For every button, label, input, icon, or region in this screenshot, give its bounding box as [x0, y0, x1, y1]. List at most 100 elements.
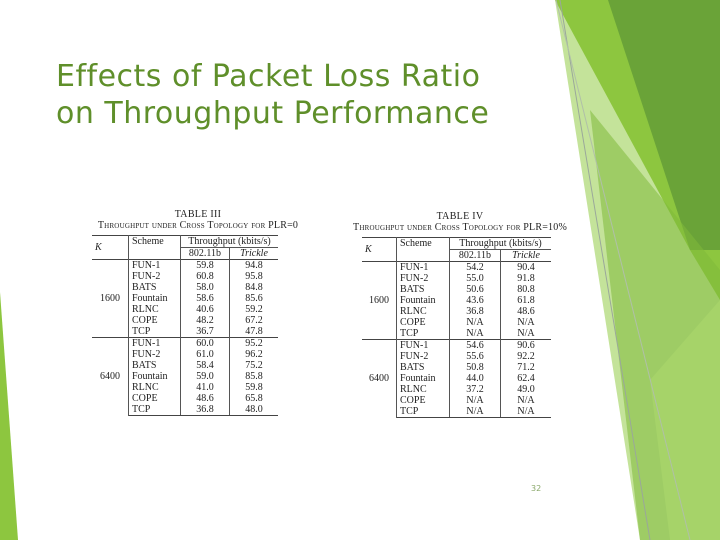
throughput-80211b-cell: 36.8 [180, 404, 230, 416]
throughput-80211b-cell: 58.4 [180, 360, 230, 371]
scheme-cell: FUN-1 [128, 337, 181, 349]
throughput-80211b-cell: 55.0 [449, 273, 501, 284]
throughput-80211b-cell: 59.8 [180, 259, 230, 271]
throughput-80211b-cell: 60.8 [180, 271, 230, 282]
throughput-80211b-cell: 50.6 [449, 284, 501, 295]
table-3-label: TABLE III [174, 209, 222, 220]
throughput-trickle-cell: 75.2 [245, 360, 263, 371]
table-3-header-throughput: Throughput (kbits/s) [180, 235, 278, 248]
throughput-80211b-cell: 60.0 [180, 337, 230, 349]
table-row: BATS 58.4 75.2 [92, 360, 278, 371]
throughput-trickle-cell: 61.8 [517, 295, 535, 306]
table-4-header-k: K [362, 237, 397, 262]
k-value-cell: 1600 [92, 259, 129, 338]
throughput-trickle-cell: 92.2 [517, 351, 535, 362]
scheme-cell: TCP [128, 326, 181, 338]
table-4-label: TABLE IV [436, 211, 484, 222]
table-4-subheader-trickle: Trickle [500, 249, 551, 262]
table-3-header-scheme: Scheme [128, 235, 181, 260]
throughput-trickle-cell: 65.8 [245, 393, 263, 404]
throughput-trickle-cell: 48.6 [517, 306, 535, 317]
table-3-subheader-trickle: Trickle [229, 247, 278, 260]
throughput-80211b-cell: 48.2 [180, 315, 230, 326]
table-row: COPE 48.2 67.2 [92, 315, 278, 326]
throughput-trickle-cell: 85.6 [245, 293, 263, 304]
slide-title-line-2: on Throughput Performance [56, 96, 490, 131]
k-value-cell: 6400 [92, 337, 129, 416]
throughput-80211b-cell: N/A [449, 406, 501, 418]
throughput-80211b-cell: 55.6 [449, 351, 501, 362]
throughput-trickle-cell: 47.8 [245, 326, 263, 337]
throughput-trickle-cell: 95.2 [229, 337, 278, 349]
table-row: 1600 FUN-1 59.8 94.8 [92, 259, 278, 338]
throughput-80211b-cell: 44.0 [449, 373, 501, 384]
table-row: Fountain 44.0 62.4 [362, 373, 551, 384]
throughput-trickle-cell: N/A [517, 317, 535, 328]
scheme-cell: FUN-1 [396, 339, 450, 351]
throughput-trickle-cell: 59.8 [245, 382, 263, 393]
table-4-caption: Throughput under Cross Topology for PLR=… [353, 222, 567, 233]
left-accent-shape [0, 292, 18, 540]
throughput-80211b-cell: 36.7 [180, 326, 230, 338]
throughput-trickle-cell: 80.8 [517, 284, 535, 295]
throughput-trickle-cell: 62.4 [517, 373, 535, 384]
table-3-header-k: K [92, 235, 129, 260]
throughput-trickle-cell: 85.8 [245, 371, 263, 382]
throughput-trickle-cell: 96.2 [245, 349, 263, 360]
table-4-subheader-80211b: 802.11b [449, 249, 501, 262]
slide-title: Effects of Packet Loss Ratio on Throughp… [56, 58, 536, 132]
throughput-trickle-cell: 48.0 [229, 404, 278, 416]
scheme-cell: Fountain [128, 371, 181, 382]
throughput-80211b-cell: N/A [449, 395, 501, 406]
page-number: 32 [531, 484, 542, 493]
scheme-cell: FUN-2 [128, 271, 181, 282]
table-row: Fountain 43.6 61.8 [362, 295, 551, 306]
table-3-subheader-80211b: 802.11b [180, 247, 230, 260]
scheme-cell: FUN-1 [396, 261, 450, 273]
scheme-cell: Fountain [396, 373, 450, 384]
table-row: FUN-2 61.0 96.2 [92, 349, 278, 360]
scheme-cell: FUN-2 [128, 349, 181, 360]
throughput-trickle-cell: 90.6 [500, 339, 551, 351]
table-row: RLNC 37.2 49.0 [362, 384, 551, 395]
scheme-cell: FUN-1 [128, 259, 181, 271]
table-row: TCP 36.8 48.0 [92, 404, 278, 416]
throughput-trickle-cell: 59.2 [245, 304, 263, 315]
right-bottom-band [650, 300, 720, 540]
k-value-cell: 6400 [362, 339, 397, 418]
scheme-cell: BATS [128, 282, 181, 293]
scheme-cell: Fountain [396, 295, 450, 306]
table-row: FUN-2 55.0 91.8 [362, 273, 551, 284]
throughput-80211b-cell: 54.6 [449, 339, 501, 351]
scheme-cell: Fountain [128, 293, 181, 304]
table-row: BATS 50.6 80.8 [362, 284, 551, 295]
table-row: TCP N/A N/A [362, 328, 551, 340]
throughput-80211b-cell: N/A [449, 317, 501, 328]
scheme-cell: BATS [396, 284, 450, 295]
table-row: Fountain 58.6 85.6 [92, 293, 278, 304]
throughput-trickle-cell: 91.8 [517, 273, 535, 284]
table-row: COPE N/A N/A [362, 317, 551, 328]
throughput-80211b-cell: 36.8 [449, 306, 501, 317]
scheme-cell: COPE [128, 315, 181, 326]
scheme-cell: BATS [396, 362, 450, 373]
right-dark-band [608, 0, 720, 250]
table-row: FUN-2 55.6 92.2 [362, 351, 551, 362]
table-row: TCP N/A N/A [362, 406, 551, 418]
table-row: RLNC 41.0 59.8 [92, 382, 278, 393]
table-row: 6400 FUN-1 54.6 90.6 [362, 339, 551, 418]
throughput-trickle-cell: 90.4 [500, 261, 551, 273]
scheme-cell: RLNC [396, 384, 450, 395]
throughput-80211b-cell: 58.0 [180, 282, 230, 293]
scheme-cell: TCP [396, 328, 450, 340]
throughput-trickle-cell: 49.0 [517, 384, 535, 395]
scheme-cell: COPE [396, 317, 450, 328]
throughput-80211b-cell: 59.0 [180, 371, 230, 382]
table-row: RLNC 40.6 59.2 [92, 304, 278, 315]
decor-line-2 [555, 0, 691, 540]
throughput-trickle-cell: 94.8 [229, 259, 278, 271]
throughput-80211b-cell: 54.2 [449, 261, 501, 273]
scheme-cell: RLNC [396, 306, 450, 317]
scheme-cell: COPE [128, 393, 181, 404]
